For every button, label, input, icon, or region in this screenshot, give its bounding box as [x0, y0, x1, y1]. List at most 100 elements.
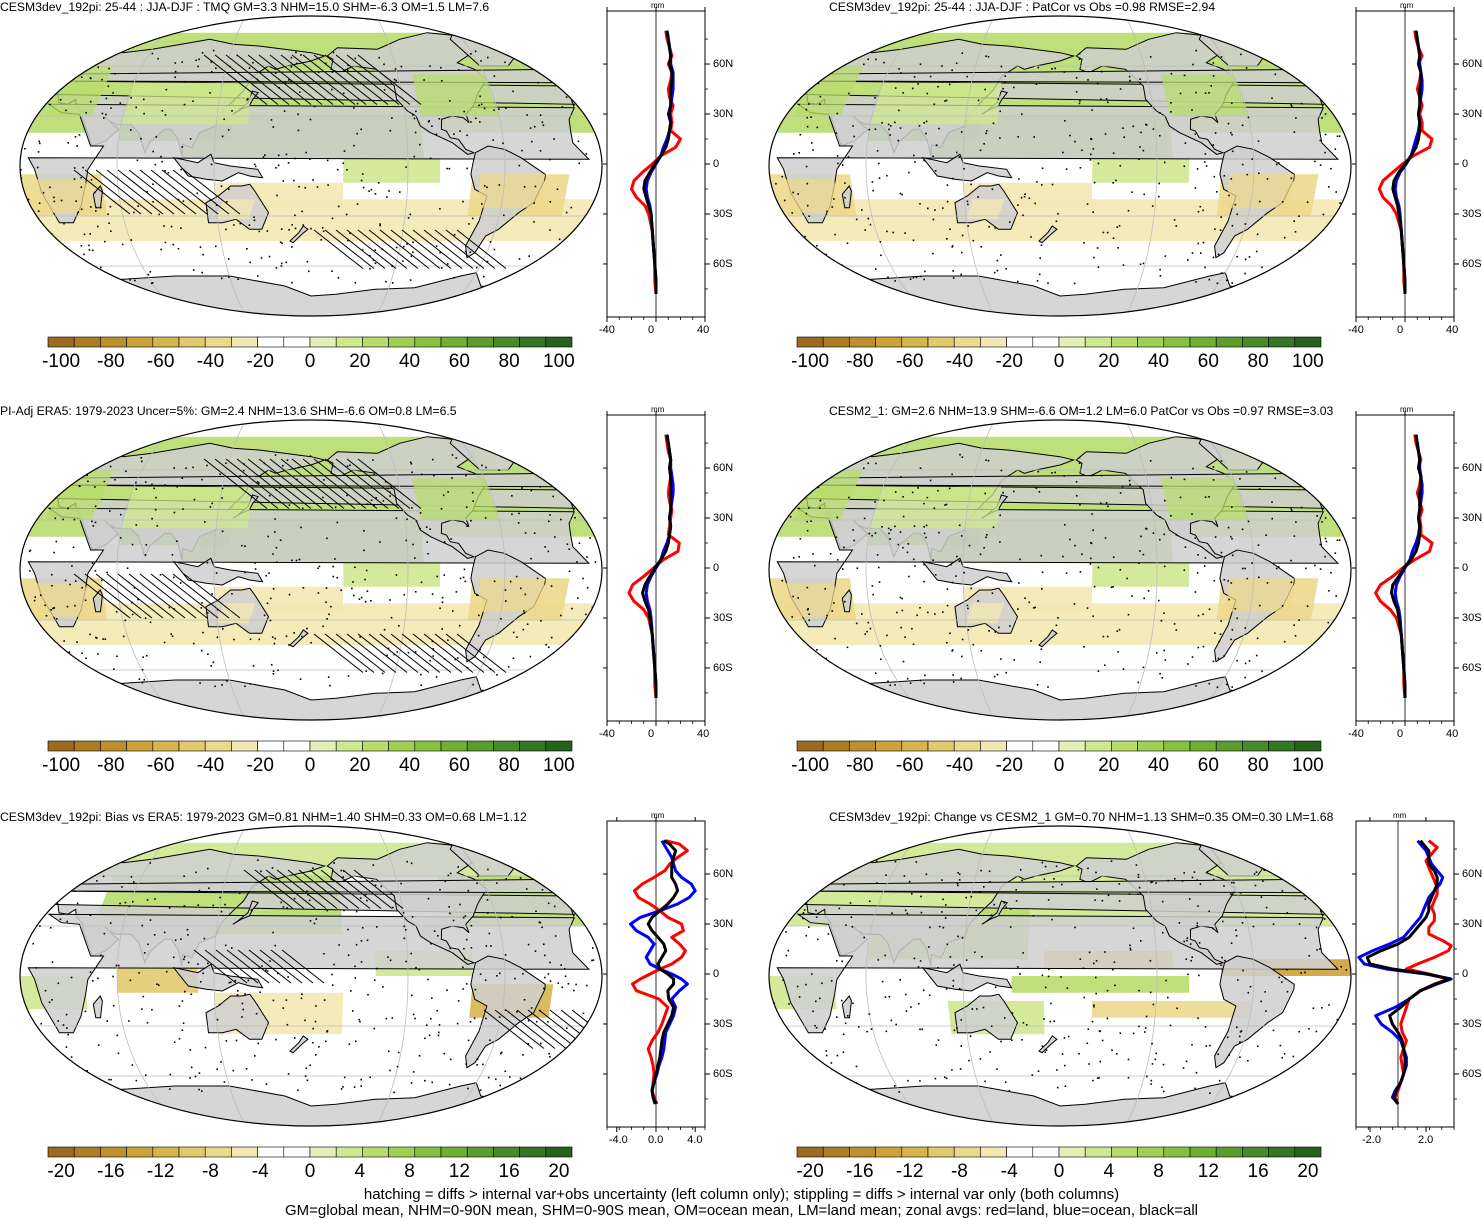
stippling	[20, 49, 588, 285]
graticule-meridian	[376, 16, 409, 316]
land-maritime-continent	[921, 153, 1013, 182]
colorbar-swatch	[1215, 740, 1243, 752]
colorbar-tick-label: 40	[398, 755, 421, 776]
latitude-label: 30S	[1462, 611, 1482, 624]
colorbar-tick-label: 100	[543, 351, 575, 372]
colorbar-tick-label: -8	[201, 1161, 219, 1182]
panel-graphic	[19, 817, 710, 1158]
colorbar-swatch	[822, 740, 850, 752]
colorbar-swatch	[1032, 336, 1060, 348]
colorbar-swatch	[1294, 336, 1322, 348]
land-shading	[785, 179, 840, 213]
panel-graphic	[768, 7, 1459, 348]
map-border	[19, 15, 603, 317]
graticule-meridian	[1125, 16, 1158, 316]
zonal-unit: mm	[651, 811, 665, 820]
colorbar-swatch	[309, 1146, 337, 1158]
colorbar-swatch	[283, 740, 311, 752]
colorbar-swatch	[231, 336, 258, 348]
zonal-mean-plot	[603, 7, 710, 322]
colorbar-swatch	[927, 1146, 955, 1158]
colorbar-tick-label: -20	[995, 755, 1023, 776]
latitude-label: 60S	[713, 257, 733, 270]
colorbar-swatch	[1163, 336, 1191, 348]
latitude-label: 30S	[713, 207, 733, 220]
colorbar-swatch	[1084, 740, 1112, 752]
zonal-all-line	[642, 30, 674, 294]
colorbar-swatch	[231, 1146, 258, 1158]
land-new-zealand	[289, 1035, 309, 1054]
colorbar-swatch	[466, 740, 494, 752]
colorbar-tick-label: 80	[1247, 351, 1269, 372]
latitude-label: 60S	[1462, 1067, 1482, 1080]
x-tick-label: 0	[1397, 324, 1404, 336]
graticule-meridian	[213, 16, 246, 316]
x-tick-label: -4.0	[608, 1134, 628, 1146]
colorbar-tick-label: -20	[246, 755, 274, 776]
land-shading	[44, 66, 114, 116]
colorbar-swatch	[126, 740, 154, 752]
colorbar	[47, 740, 573, 752]
x-tick-label: -2.0	[1362, 1134, 1381, 1146]
x-tick-label: 40	[697, 728, 710, 740]
panel-title: CESM3dev_192pi: Change vs CESM2_1 GM=0.7…	[829, 810, 1334, 824]
colorbar-tick-label: 12	[448, 1161, 470, 1182]
colorbar-tick-label: 100	[543, 755, 575, 776]
latitude-label: 60S	[713, 661, 733, 674]
land-africa	[776, 913, 1340, 1034]
latitude-label: 0	[1462, 158, 1469, 170]
colorbar-tick-label: -20	[796, 1161, 824, 1182]
colorbar-tick-label: 0	[1053, 1161, 1065, 1182]
latitude-label: 0	[713, 968, 720, 980]
graticule-meridian	[441, 826, 506, 1126]
land-shading	[36, 179, 91, 213]
land-australia	[205, 993, 270, 1040]
colorbar-swatch	[178, 336, 206, 348]
colorbar-tick-label: 20	[1098, 755, 1120, 776]
latitude-label: 30S	[1462, 1017, 1482, 1030]
panel-graphic	[19, 411, 710, 752]
land-shading	[966, 199, 1005, 220]
map-border	[768, 825, 1352, 1127]
figure-note-legend: GM=global mean, NHM=0-90N mean, SHM=0-90…	[284, 1202, 1198, 1219]
latitude-label: 30N	[713, 918, 734, 931]
colorbar-swatch	[849, 1146, 876, 1158]
latitude-label: 30N	[1462, 918, 1483, 931]
map	[19, 15, 603, 317]
land-shading	[870, 82, 1001, 125]
latitude-label: 30N	[713, 512, 734, 525]
panel-graphic	[19, 7, 710, 348]
zonal-unit: mm	[1400, 405, 1414, 414]
latitude-label: 60N	[713, 462, 734, 475]
x-tick-label: -40	[1348, 728, 1364, 740]
colorbar-swatch	[1058, 1146, 1086, 1158]
colorbar-tick-label: 12	[1197, 1161, 1219, 1182]
map-border	[19, 419, 603, 721]
panel-title: CESM3dev_192pi: Bias vs ERA5: 1979-2023 …	[0, 810, 527, 824]
graticule-meridian	[213, 420, 246, 720]
colorbar-swatch	[1268, 1146, 1296, 1158]
colorbar-swatch	[796, 336, 824, 348]
colorbar-tick-label: -80	[97, 351, 125, 372]
graticule-meridian	[213, 826, 246, 1126]
colorbar-swatch	[1111, 740, 1138, 752]
hatching	[73, 54, 507, 269]
colorbar-tick-label: -4	[251, 1161, 269, 1182]
colorbar-swatch	[1189, 740, 1217, 752]
x-tick-label: 40	[697, 324, 710, 336]
colorbar-swatch	[545, 1146, 573, 1158]
zonal-all-line	[1365, 839, 1452, 1105]
latitude-label: 0	[713, 158, 720, 170]
colorbar-swatch	[1084, 1146, 1112, 1158]
colorbar-swatch	[901, 336, 929, 348]
moisture-shading	[1092, 561, 1190, 587]
colorbar-swatch	[953, 336, 981, 348]
panel-graphic	[768, 411, 1459, 752]
colorbar-swatch	[47, 1146, 75, 1158]
colorbar-swatch	[545, 740, 573, 752]
colorbar-swatch	[1268, 740, 1296, 752]
land-shading	[412, 74, 500, 116]
colorbar-swatch	[204, 740, 232, 752]
panel-1: -100 -80 -60 -40 -20 0 20 40 60 80 100 -40 0 40 60N 30N…	[0, 0, 733, 380]
